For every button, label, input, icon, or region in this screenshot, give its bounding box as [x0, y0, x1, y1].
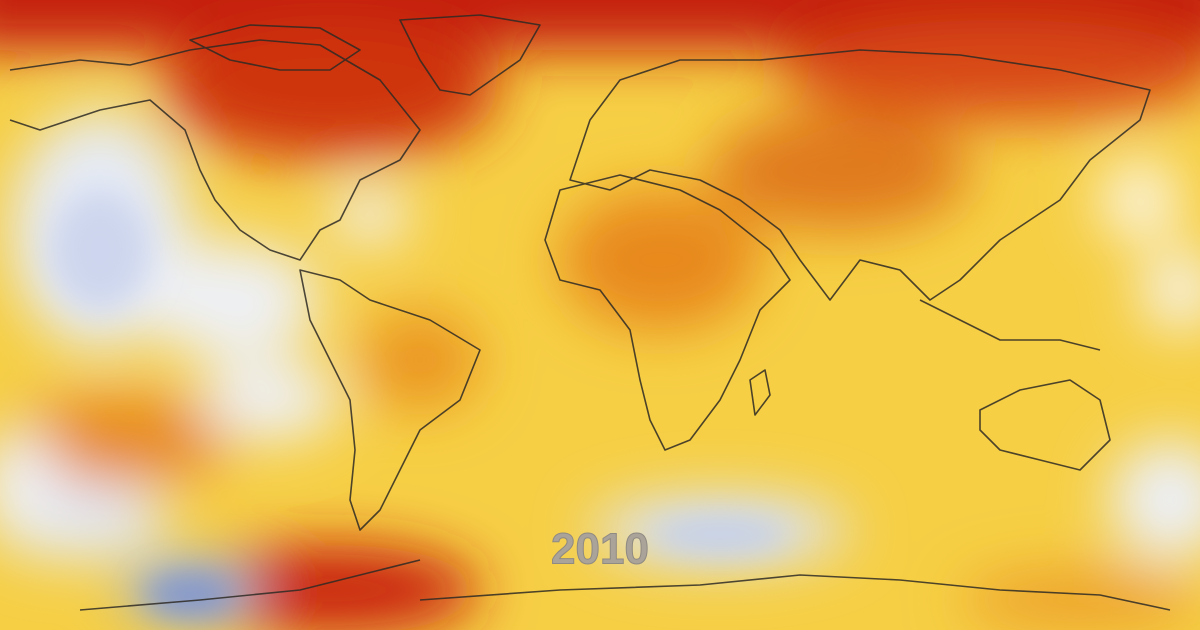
continent-outlines [9, 14, 1171, 611]
year-label: 2010 [551, 525, 649, 574]
heat-detail [50, 190, 790, 615]
